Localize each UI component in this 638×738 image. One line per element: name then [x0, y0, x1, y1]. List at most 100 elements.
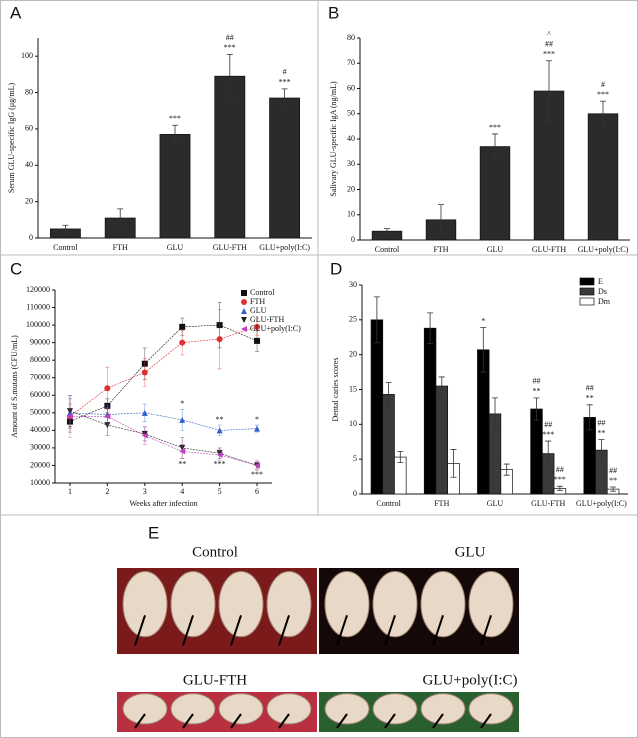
y-tick-label: 90000: [30, 337, 50, 346]
tooth: [218, 570, 264, 638]
error-bar: [600, 100, 606, 127]
point: [254, 425, 261, 432]
y-tick-label: 60: [25, 124, 33, 133]
annotation: ##: [226, 33, 234, 42]
legend-label: Control: [250, 288, 275, 297]
point: [254, 462, 261, 469]
arrow: [432, 713, 444, 729]
panel-e: E Control GLU GLU-FTH GLU+poly(I:C): [117, 523, 519, 732]
point: [216, 336, 223, 343]
point: [179, 339, 186, 346]
y-tick-label: 110000: [26, 302, 50, 311]
line: [69, 326, 258, 417]
annotation: ***: [554, 475, 566, 484]
legend-swatch: [579, 277, 595, 286]
tooth: [372, 570, 418, 638]
y-tick-label: 60000: [30, 390, 50, 399]
y-tick-label: 60: [347, 83, 355, 92]
annotation: ##: [597, 418, 605, 427]
y-tick-label: 0: [29, 233, 33, 242]
legend-swatch: [579, 297, 595, 306]
tooth: [420, 693, 466, 725]
annotation: ##: [556, 465, 564, 474]
y-tick-label: 10: [349, 419, 357, 428]
y-axis-label: Serum GLU-specific IgG (μg/mL): [7, 83, 16, 194]
y-tick-label: 100: [21, 51, 33, 60]
point: [241, 317, 247, 323]
arrow: [432, 614, 444, 646]
x-tick-label: GLU: [487, 499, 504, 508]
annotation: ##: [586, 384, 594, 393]
annotation: #: [601, 80, 605, 89]
point: [241, 326, 247, 332]
tooth: [468, 693, 514, 725]
annotation: *: [481, 316, 485, 325]
annotation: #: [283, 68, 287, 77]
y-tick-label: 100000: [26, 320, 50, 329]
error-bar: [492, 133, 498, 160]
panel-label: E: [148, 523, 159, 542]
bar: [382, 394, 395, 495]
caption: GLU+poly(I:C): [422, 672, 517, 688]
y-tick-label: 70: [347, 58, 355, 67]
annotation: ^: [547, 30, 551, 39]
point: [179, 448, 186, 455]
error-bar: [385, 382, 392, 407]
arrow: [384, 614, 396, 646]
error-bar: [610, 486, 617, 492]
bar: [214, 75, 246, 239]
caption: GLU-FTH: [183, 672, 247, 688]
y-tick-label: 0: [351, 235, 355, 244]
point: [66, 413, 73, 420]
annotation: ##: [545, 40, 553, 49]
line: [69, 416, 258, 466]
x-tick-label: 6: [255, 487, 259, 496]
tooth: [122, 570, 168, 638]
annotation: **: [532, 387, 540, 396]
arrow: [336, 713, 348, 729]
y-tick-label: 30: [349, 280, 357, 289]
caption: GLU: [455, 544, 486, 560]
y-axis-label: Dental caries scores: [331, 358, 340, 422]
x-tick-label: GLU: [487, 245, 504, 254]
arrow: [230, 713, 242, 729]
error-bar: [450, 449, 457, 478]
point: [216, 427, 223, 434]
tooth: [122, 693, 168, 725]
point: [141, 432, 148, 439]
tooth: [372, 693, 418, 725]
x-tick-label: Control: [376, 499, 401, 508]
legend-swatch: [579, 287, 595, 296]
error-bar: [533, 397, 540, 421]
x-tick-label: FTH: [113, 243, 128, 252]
annotation: **: [586, 394, 594, 403]
error-bar: [545, 440, 552, 467]
point: [104, 413, 111, 420]
tooth: [170, 570, 216, 638]
x-tick-label: GLU+poly(I:C): [578, 245, 629, 254]
error-bar: [397, 451, 404, 464]
caption: Control: [192, 544, 238, 560]
error-bar: [556, 485, 563, 491]
tooth: [420, 570, 466, 638]
error-bar: [62, 224, 69, 233]
error-bar: [226, 53, 233, 99]
point: [104, 385, 111, 392]
y-tick-label: 50000: [30, 408, 50, 417]
arrow: [480, 614, 492, 646]
bar: [159, 134, 191, 239]
error-bar: [503, 463, 510, 476]
bar: [530, 408, 543, 495]
x-tick-label: 4: [180, 487, 184, 496]
legend-label: Ds: [598, 287, 607, 296]
x-tick-label: GLU+poly(I:C): [576, 499, 627, 508]
error-bar: [586, 404, 593, 431]
annotation: *: [180, 399, 184, 408]
y-tick-label: 120000: [26, 285, 50, 294]
point: [254, 337, 261, 344]
bar: [479, 146, 511, 241]
annotation: ***: [169, 114, 181, 123]
legend-label: GLU: [250, 306, 267, 315]
error-bar: [438, 204, 444, 236]
